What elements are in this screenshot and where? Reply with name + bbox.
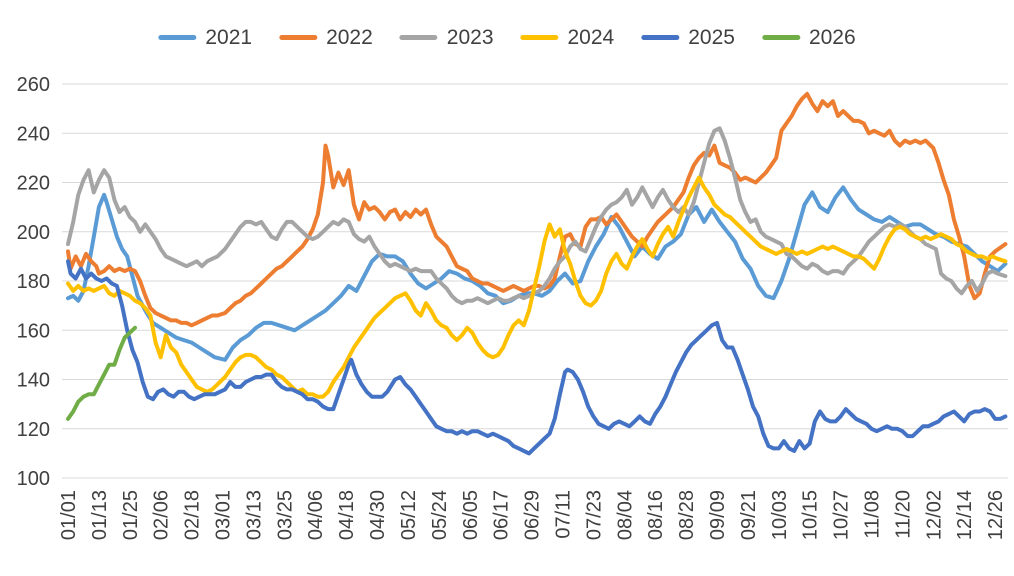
x-tick-label: 06/05 xyxy=(460,490,482,540)
x-tick-label: 11/20 xyxy=(892,490,914,539)
legend-label: 2024 xyxy=(567,26,615,49)
series-line-2023 xyxy=(66,126,1008,306)
legend-line-swatch-icon xyxy=(761,35,800,40)
legend-line-swatch-icon xyxy=(158,35,197,40)
legend-line-swatch-icon xyxy=(279,35,318,40)
x-tick-label: 04/06 xyxy=(305,490,327,540)
y-tick-label: 260 xyxy=(17,74,50,96)
x-tick-label: 08/16 xyxy=(645,490,667,540)
series-line-2026 xyxy=(66,325,137,421)
x-tick-label: 12/26 xyxy=(985,490,1007,540)
x-tick-label: 02/18 xyxy=(182,490,204,540)
y-tick-label: 220 xyxy=(17,173,50,195)
legend-item-2023: 2023 xyxy=(399,26,494,49)
x-tick-label: 12/14 xyxy=(954,490,976,540)
x-tick-label: 04/30 xyxy=(367,490,389,540)
legend-item-2026: 2026 xyxy=(761,26,856,49)
y-axis: 100 120 140 160 180 200 220 240 260 xyxy=(17,74,50,490)
legend-label: 2026 xyxy=(808,26,856,49)
y-tick-label: 180 xyxy=(17,271,50,293)
x-tick-label: 07/23 xyxy=(583,490,605,540)
x-tick-label: 08/28 xyxy=(676,490,698,540)
legend-label: 2022 xyxy=(326,26,373,49)
x-tick-label: 12/02 xyxy=(923,490,945,540)
x-tick-label: 07/11 xyxy=(552,490,574,539)
x-tick-label: 03/25 xyxy=(274,490,296,540)
legend-item-2024: 2024 xyxy=(520,26,615,49)
x-tick-label: 10/15 xyxy=(800,490,822,540)
legend-line-swatch-icon xyxy=(520,35,559,40)
legend-item-2025: 2025 xyxy=(641,27,735,48)
legend-item-2021: 2021 xyxy=(158,27,252,48)
y-tick-label: 160 xyxy=(17,320,50,342)
x-tick-label: 01/25 xyxy=(120,490,142,540)
x-tick-label: 06/29 xyxy=(522,490,544,540)
x-tick-label: 11/08 xyxy=(862,490,884,539)
x-tick-label: 08/04 xyxy=(614,490,636,540)
x-tick-label: 05/24 xyxy=(429,490,451,540)
legend-line-swatch-icon xyxy=(399,35,438,40)
x-tick-label: 01/13 xyxy=(89,490,111,540)
legend-line-swatch-icon xyxy=(641,35,680,40)
x-tick-label: 03/01 xyxy=(213,490,235,540)
y-tick-label: 120 xyxy=(17,419,50,441)
x-tick-label: 02/06 xyxy=(151,490,173,540)
legend-label: 2021 xyxy=(205,26,253,49)
x-tick-label: 10/27 xyxy=(831,490,853,540)
series-line-2022 xyxy=(66,91,1008,328)
x-tick-label: 09/09 xyxy=(707,490,729,540)
x-tick-label: 01/01 xyxy=(58,490,80,540)
chart-legend: 2021 2022 2023 2024 2025 2026 xyxy=(158,26,856,49)
y-tick-label: 140 xyxy=(17,370,50,392)
x-tick-label: 06/17 xyxy=(491,490,513,540)
y-tick-label: 200 xyxy=(17,222,50,244)
series-line-2025 xyxy=(66,259,1008,456)
x-tick-label: 03/13 xyxy=(243,490,265,540)
x-axis: 01/01 01/13 01/25 02/06 02/18 03/01 03/13 03/25… xyxy=(58,490,1007,540)
x-tick-label: 10/03 xyxy=(769,490,791,540)
y-tick-label: 100 xyxy=(17,468,50,490)
x-tick-label: 04/18 xyxy=(336,490,358,540)
x-tick-label: 09/21 xyxy=(738,490,760,540)
legend-label: 2023 xyxy=(446,26,494,49)
y-tick-label: 240 xyxy=(17,123,50,145)
series-line-2024 xyxy=(66,175,1008,399)
legend-item-2022: 2022 xyxy=(279,27,373,48)
legend-label: 2025 xyxy=(688,26,735,49)
x-tick-label: 05/12 xyxy=(398,490,420,540)
